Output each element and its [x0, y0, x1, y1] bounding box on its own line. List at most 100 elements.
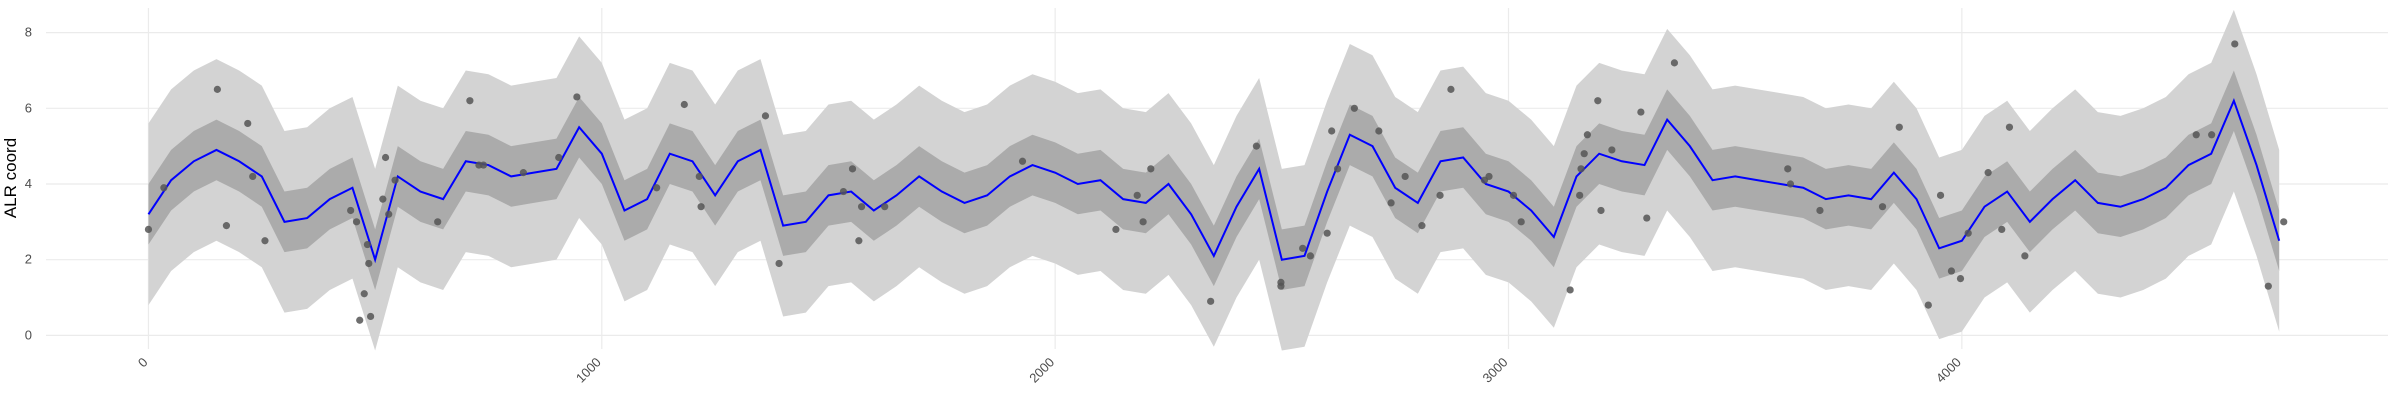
- mean-line: [147, 97, 2281, 264]
- data-point: [1509, 191, 1518, 199]
- data-point: [1447, 85, 1455, 93]
- data-point: [1277, 282, 1285, 290]
- data-point: [1299, 244, 1307, 252]
- data-point: [363, 240, 372, 249]
- data-point: [1608, 146, 1616, 154]
- data-point: [2005, 123, 2014, 131]
- data-point: [2280, 218, 2288, 226]
- y-tick-label: 4: [25, 176, 32, 191]
- data-point: [1594, 97, 1602, 105]
- data-point: [160, 184, 168, 192]
- data-point: [680, 100, 688, 109]
- y-axis-label: ALR coord: [1, 138, 20, 218]
- data-point: [1878, 203, 1887, 211]
- data-point: [1133, 191, 1141, 199]
- y-tick-label: 2: [25, 252, 32, 267]
- x-tick-label: 4000: [1933, 355, 1964, 386]
- data-point: [1583, 131, 1591, 139]
- data-point: [1576, 191, 1584, 199]
- data-point: [1895, 123, 1903, 131]
- data-point: [1323, 229, 1331, 237]
- data-point: [1670, 59, 1679, 67]
- x-tick-label: 3000: [1480, 355, 1511, 386]
- data-point: [857, 203, 866, 211]
- data-point: [775, 259, 783, 268]
- data-point: [1643, 214, 1651, 222]
- data-point: [881, 203, 889, 211]
- data-point: [1517, 218, 1525, 226]
- y-tick-label: 8: [25, 25, 32, 40]
- data-point: [2208, 131, 2216, 139]
- data-point: [379, 195, 387, 203]
- data-point: [249, 172, 257, 181]
- x-tick-label: 1000: [573, 355, 604, 386]
- data-point: [1436, 191, 1444, 199]
- data-point: [1112, 225, 1120, 234]
- data-point: [848, 165, 857, 173]
- data-point: [1956, 275, 1965, 283]
- data-point: [1207, 297, 1215, 305]
- data-point: [244, 119, 252, 128]
- data-point: [365, 259, 373, 268]
- x-tick-label: 0: [135, 355, 151, 371]
- data-point: [2231, 40, 2239, 48]
- data-point: [855, 237, 863, 245]
- data-point: [1485, 172, 1493, 181]
- data-point: [1418, 222, 1426, 230]
- data-point: [2264, 282, 2272, 290]
- data-point: [1147, 165, 1155, 173]
- data-point: [222, 222, 231, 230]
- data-point: [144, 225, 153, 234]
- data-point: [2192, 131, 2200, 139]
- data-point: [360, 290, 368, 298]
- data-point: [1375, 127, 1383, 135]
- data-point: [1597, 206, 1605, 215]
- data-point: [653, 184, 661, 192]
- data-point: [1947, 267, 1956, 275]
- data-point: [1924, 301, 1932, 309]
- data-point: [1333, 165, 1342, 173]
- data-point: [1784, 165, 1792, 173]
- y-tick-label: 0: [25, 327, 32, 342]
- data-point: [1566, 286, 1574, 294]
- data-point: [1637, 108, 1645, 116]
- data-point: [1018, 157, 1027, 165]
- data-point: [1387, 199, 1395, 207]
- data-point: [573, 93, 581, 101]
- data-point: [1401, 172, 1409, 181]
- data-point: [697, 203, 705, 211]
- data-point: [261, 237, 269, 245]
- data-point: [1350, 104, 1358, 112]
- data-point: [1984, 169, 1992, 177]
- data-point: [555, 153, 563, 162]
- x-tick-label: 2000: [1026, 355, 1057, 386]
- data-point: [1577, 165, 1585, 173]
- data-point: [479, 161, 488, 169]
- data-point: [1306, 252, 1314, 260]
- data-point: [434, 218, 442, 226]
- data-point: [1816, 206, 1824, 215]
- data-point: [385, 210, 393, 218]
- data-point: [356, 316, 364, 324]
- data-point: [391, 176, 399, 184]
- confidence-band: [148, 70, 2280, 290]
- data-point: [352, 218, 361, 226]
- data-point: [519, 169, 527, 177]
- data-point: [1786, 180, 1795, 188]
- y-tick-label: 6: [25, 100, 32, 115]
- data-point: [347, 206, 355, 215]
- data-point: [839, 187, 848, 196]
- data-point: [1328, 127, 1336, 135]
- data-point: [1964, 229, 1972, 237]
- data-point: [695, 172, 703, 181]
- data-point: [1998, 225, 2006, 234]
- data-point: [2021, 252, 2029, 260]
- data-point: [213, 85, 221, 93]
- data-point: [1252, 142, 1261, 150]
- confidence-band: [148, 9, 2280, 351]
- data-point: [466, 97, 474, 105]
- data-point: [1580, 150, 1588, 158]
- data-point: [761, 112, 770, 120]
- data-point: [1936, 191, 1945, 199]
